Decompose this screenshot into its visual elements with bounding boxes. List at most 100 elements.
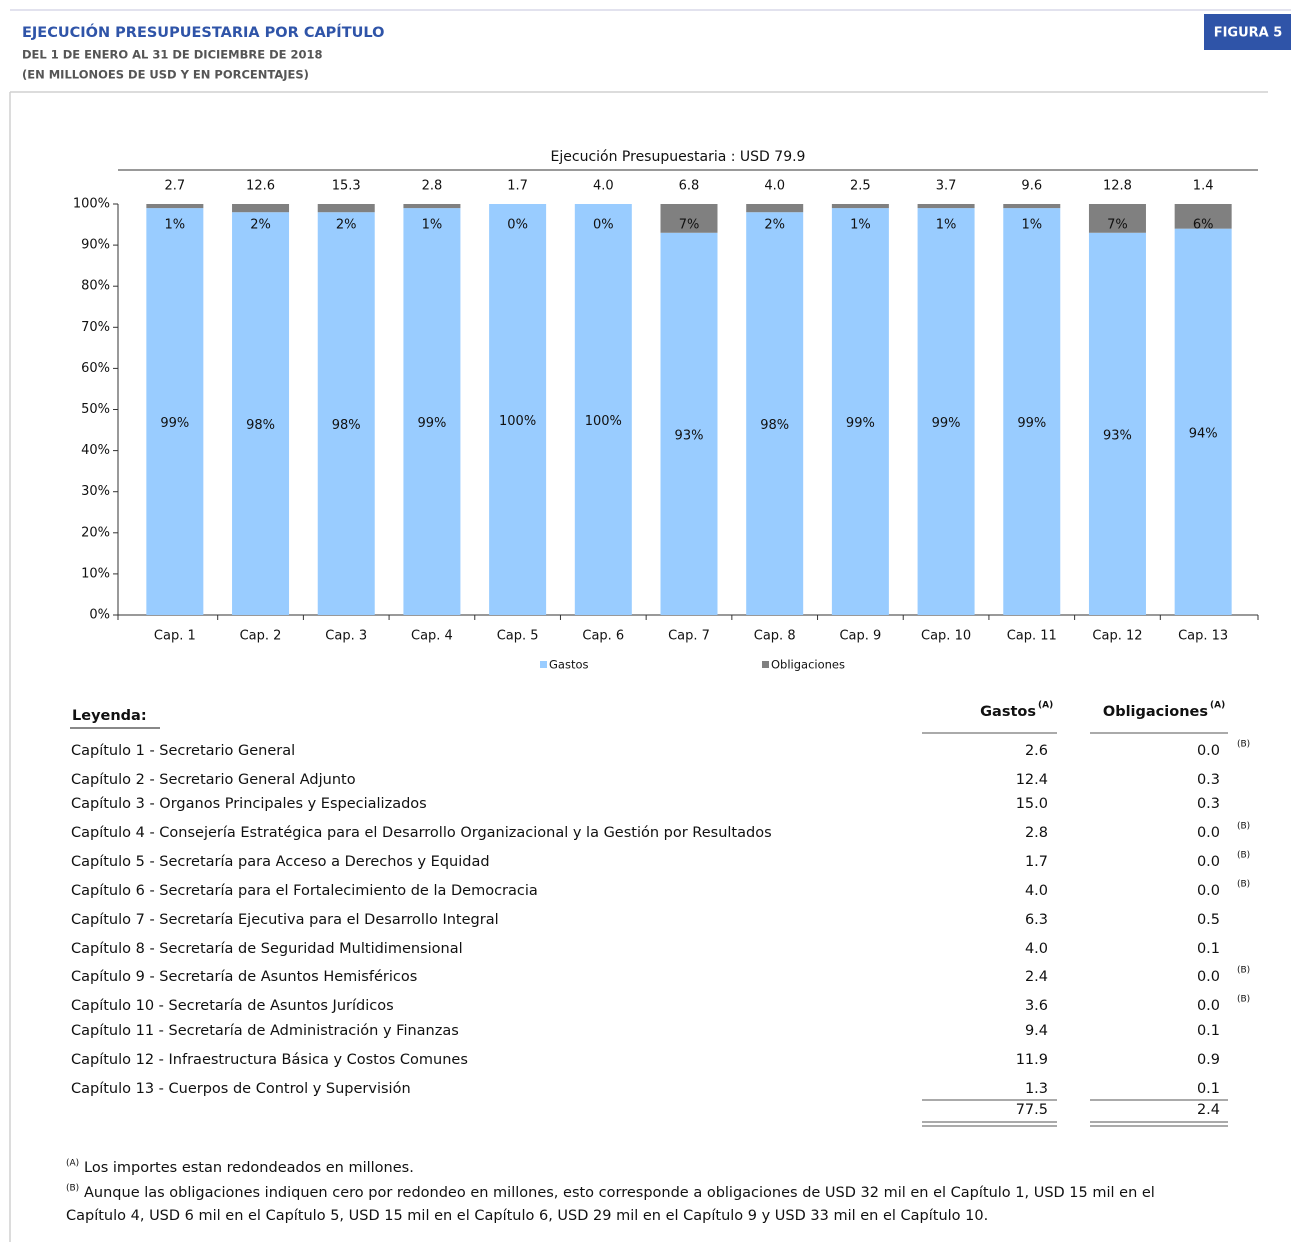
data-label: 0% xyxy=(593,218,614,233)
cell: 12.4 xyxy=(1016,772,1048,788)
cell: 15.0 xyxy=(1016,796,1048,812)
footnote-text: Los importes estan redondeados en millon… xyxy=(84,1160,414,1176)
footnote-text: Aunque las obligaciones indiquen cero po… xyxy=(84,1185,1155,1201)
bar-total: 9.6 xyxy=(1021,179,1042,194)
y-tick-label: 100% xyxy=(73,197,110,212)
x-tick-label: Cap. 4 xyxy=(411,629,453,644)
cell: 0.0 xyxy=(1197,883,1220,899)
column-header: Gastos xyxy=(980,704,1036,720)
bar-segment xyxy=(1003,204,1061,209)
data-label: 100% xyxy=(499,414,536,429)
footnote-mark: (A) xyxy=(66,1159,79,1169)
legend-swatch xyxy=(540,661,547,668)
data-label: 1% xyxy=(1021,218,1042,233)
bar-segment xyxy=(489,204,547,615)
row-note: (B) xyxy=(1237,880,1250,890)
bar-total: 2.5 xyxy=(850,179,871,194)
data-label: 1% xyxy=(422,218,443,233)
row-label: Capítulo 7 - Secretaría Ejecutiva para e… xyxy=(71,912,499,928)
cell: 0.5 xyxy=(1197,912,1220,928)
bar-segment xyxy=(831,208,889,616)
bar-total: 4.0 xyxy=(764,179,785,194)
y-tick-label: 30% xyxy=(81,484,110,499)
row-note: (B) xyxy=(1237,995,1250,1005)
bar-total: 12.8 xyxy=(1103,179,1132,194)
cell: 0.0 xyxy=(1197,743,1220,759)
x-tick-label: Cap. 6 xyxy=(582,629,624,644)
bar-segment xyxy=(746,212,804,615)
data-label: 98% xyxy=(246,418,275,433)
bar-segment xyxy=(146,204,204,209)
data-label: 93% xyxy=(675,428,704,443)
x-tick-label: Cap. 2 xyxy=(240,629,282,644)
cell: 1.3 xyxy=(1025,1081,1048,1097)
row-label: Capítulo 3 - Organos Principales y Espec… xyxy=(71,796,427,812)
cell: 0.0 xyxy=(1197,825,1220,841)
data-label: 6% xyxy=(1193,218,1214,233)
cell: 2.4 xyxy=(1025,969,1048,985)
row-label: Capítulo 4 - Consejería Estratégica para… xyxy=(71,825,772,841)
y-tick-label: 80% xyxy=(81,279,110,294)
y-tick-label: 60% xyxy=(81,361,110,376)
bar-total: 2.7 xyxy=(165,179,186,194)
cell: 0.3 xyxy=(1197,796,1220,812)
row-note: (B) xyxy=(1237,740,1250,750)
total-cell: 2.4 xyxy=(1197,1102,1220,1118)
x-tick-label: Cap. 11 xyxy=(1007,629,1057,644)
row-label: Capítulo 5 - Secretaría para Acceso a De… xyxy=(71,854,490,870)
legend-label: Gastos xyxy=(549,658,589,672)
bar-segment xyxy=(1174,204,1232,229)
cell: 0.0 xyxy=(1197,854,1220,870)
bar-segment xyxy=(1174,228,1232,615)
subtitle: DEL 1 DE ENERO AL 31 DE DICIEMBRE DE 201… xyxy=(22,48,323,62)
column-note: (A) xyxy=(1210,701,1225,711)
cell: 2.8 xyxy=(1025,825,1048,841)
cell: 11.9 xyxy=(1016,1052,1048,1068)
data-label: 99% xyxy=(932,416,961,431)
bar-segment xyxy=(403,208,461,616)
bar-segment xyxy=(232,212,290,615)
bar-total: 4.0 xyxy=(593,179,614,194)
title: EJECUCIÓN PRESUPUESTARIA POR CAPÍTULO xyxy=(22,23,384,41)
bar-segment xyxy=(317,204,375,213)
row-note: (B) xyxy=(1237,851,1250,861)
data-label: 2% xyxy=(336,218,357,233)
cell: 3.6 xyxy=(1025,998,1048,1014)
x-tick-label: Cap. 7 xyxy=(668,629,710,644)
figure-label: FIGURA 5 xyxy=(1214,26,1283,41)
data-label: 0% xyxy=(507,218,528,233)
row-label: Capítulo 6 - Secretaría para el Fortalec… xyxy=(71,883,538,899)
x-tick-label: Cap. 3 xyxy=(325,629,367,644)
bar-segment xyxy=(831,204,889,209)
cell: 1.7 xyxy=(1025,854,1048,870)
row-label: Capítulo 13 - Cuerpos de Control y Super… xyxy=(71,1081,411,1097)
row-note: (B) xyxy=(1237,966,1250,976)
x-tick-label: Cap. 8 xyxy=(754,629,796,644)
y-tick-label: 70% xyxy=(81,320,110,335)
data-label: 99% xyxy=(160,416,189,431)
bar-segment xyxy=(660,204,718,233)
bar-total: 1.4 xyxy=(1193,179,1214,194)
row-label: Capítulo 8 - Secretaría de Seguridad Mul… xyxy=(71,941,463,957)
subtitle: (EN MILLONOES DE USD Y EN PORCENTAJES) xyxy=(22,68,309,82)
bar-total: 3.7 xyxy=(936,179,957,194)
footnote-mark: (B) xyxy=(66,1184,79,1194)
bar-segment xyxy=(317,212,375,615)
y-tick-label: 50% xyxy=(81,402,110,417)
data-label: 1% xyxy=(165,218,186,233)
cell: 0.1 xyxy=(1197,1081,1220,1097)
legend-label: Obligaciones xyxy=(771,658,845,672)
row-label: Capítulo 10 - Secretaría de Asuntos Jurí… xyxy=(71,998,394,1014)
bar-segment xyxy=(232,204,290,213)
data-label: 94% xyxy=(1189,426,1218,441)
data-label: 93% xyxy=(1103,428,1132,443)
table-title: Leyenda: xyxy=(72,708,147,724)
y-tick-label: 40% xyxy=(81,443,110,458)
data-label: 1% xyxy=(936,218,957,233)
data-label: 7% xyxy=(679,218,700,233)
y-tick-label: 0% xyxy=(89,608,110,623)
data-label: 99% xyxy=(417,416,446,431)
cell: 4.0 xyxy=(1025,941,1048,957)
cell: 6.3 xyxy=(1025,912,1048,928)
